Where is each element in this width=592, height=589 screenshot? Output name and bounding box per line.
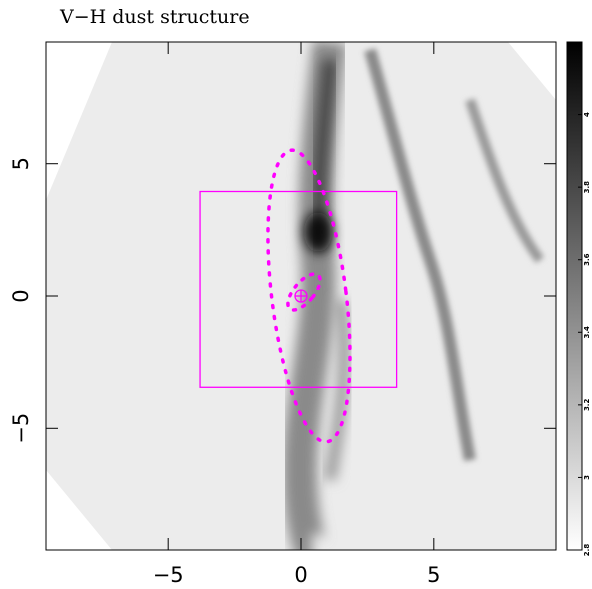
colorbar-tick-label: 3.8 (583, 181, 591, 194)
chart-layer: −5 0 5 −5 0 5 2.8 3 3.2 3.4 3.6 3.8 4 (9, 42, 591, 587)
colorbar-tick-label: 3.2 (583, 399, 591, 412)
colorbar-tick-label: 3 (583, 475, 591, 480)
colorbar-tick-label: 3.4 (583, 326, 591, 339)
x-tick-label: 5 (427, 563, 440, 587)
y-tick-label: 0 (9, 289, 33, 302)
colorbar-tick-label: 2.8 (583, 544, 591, 557)
colorbar-tick-label: 4 (583, 112, 591, 117)
colorbar (566, 41, 583, 551)
dust-filament (364, 48, 476, 462)
region-box (199, 190, 398, 388)
dust-filament (324, 299, 351, 481)
nucleus-ellipse (286, 272, 322, 312)
x-tick-label: −5 (153, 563, 184, 587)
y-tick-label: −5 (9, 413, 33, 444)
galaxy-ellipse (266, 148, 352, 444)
x-tick-label: 0 (294, 563, 307, 587)
y-tick-label: 5 (9, 157, 33, 170)
dust-filament (465, 98, 545, 263)
chart-title: V−H dust structure (59, 6, 250, 28)
dust-core (304, 212, 332, 252)
colorbar-tick-label: 3.6 (583, 253, 591, 266)
